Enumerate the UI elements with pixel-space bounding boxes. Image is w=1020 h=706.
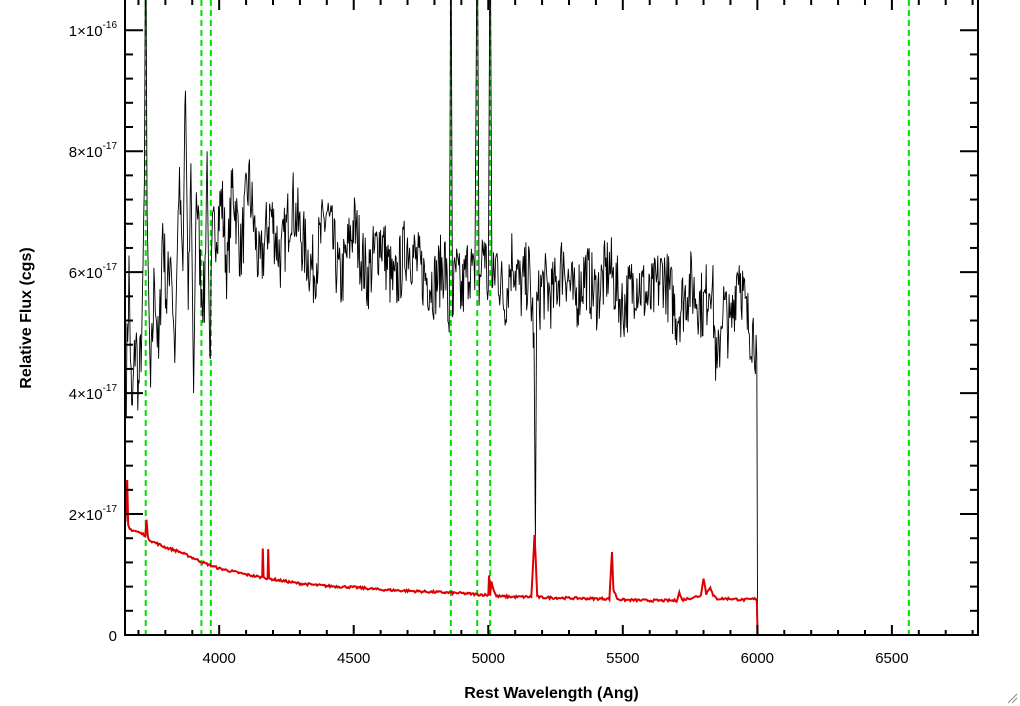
y-tick-label: 4×10-17 — [69, 383, 118, 403]
x-tick-label: 6000 — [741, 650, 774, 667]
spectrum-line-black — [125, 0, 978, 635]
reference-lines — [144, 0, 910, 635]
y-tick-label: 1×10-16 — [69, 20, 118, 40]
resize-grip-icon[interactable] — [1007, 693, 1018, 704]
y-tick-label: 2×10-17 — [69, 504, 118, 524]
plot-frame — [124, 0, 979, 636]
x-tick-label: 4000 — [202, 650, 235, 667]
y-tick-label: 0 — [109, 628, 117, 645]
y-axis-title: Relative Flux (cgs) — [18, 247, 35, 388]
x-tick-label: 5000 — [472, 650, 505, 667]
x-tick-label: 5500 — [606, 650, 639, 667]
x-axis-title: Rest Wavelength (Ang) — [464, 685, 639, 702]
y-tick-label: 8×10-17 — [69, 141, 118, 161]
spectrum-line-red — [125, 479, 978, 635]
x-tick-label: 4500 — [337, 650, 370, 667]
y-tick-label: 6×10-17 — [69, 262, 118, 282]
series-layer — [125, 0, 978, 635]
x-tick-label: 6500 — [875, 650, 908, 667]
y-axis: 0 2×10-17 4×10-17 6×10-17 8×10-17 1×10-16 — [69, 20, 978, 645]
x-axis: 4000 4500 5000 5500 6000 6500 — [137, 0, 974, 667]
